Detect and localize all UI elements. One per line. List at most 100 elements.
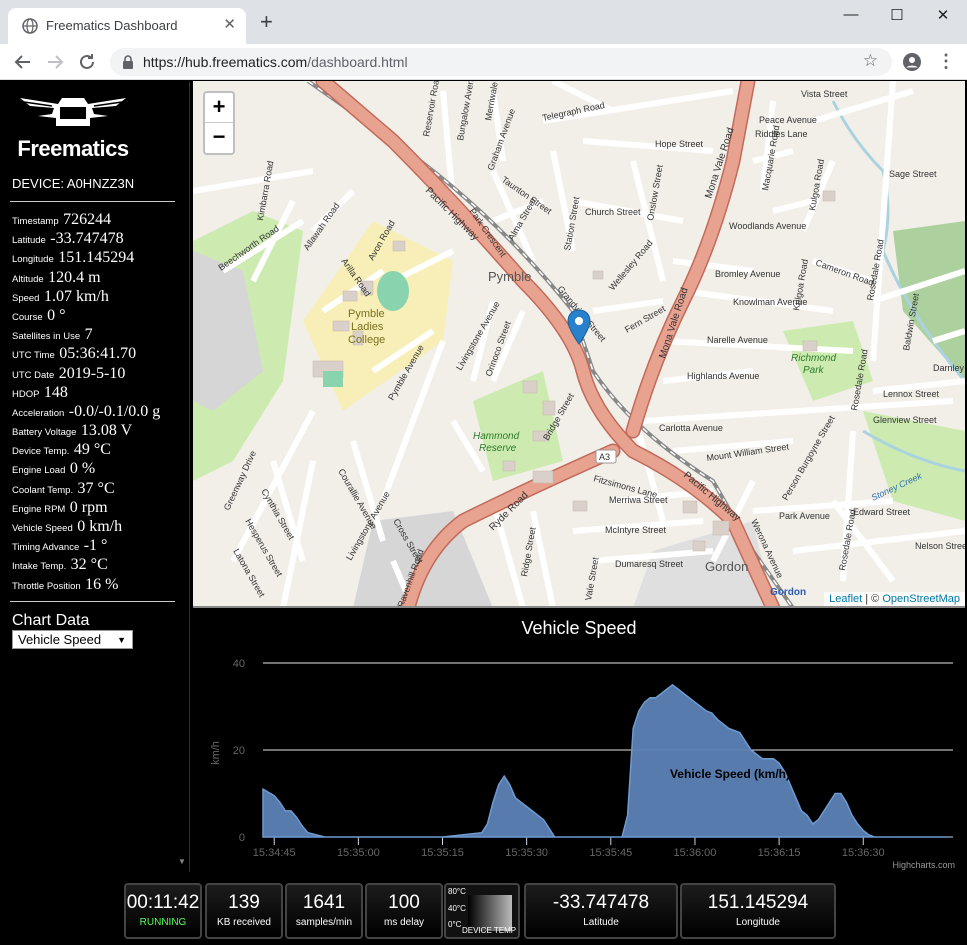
delay-display: 100 ms delay bbox=[365, 883, 443, 939]
metric-row: Acceleration -0.0/-0.1/0.0 g bbox=[12, 402, 161, 420]
reload-icon[interactable] bbox=[75, 50, 99, 74]
kebab-menu-icon[interactable]: ⋮ bbox=[937, 51, 955, 71]
map-label-lennox-street: Lennox Street bbox=[883, 389, 940, 399]
latitude-label: Latitude bbox=[583, 917, 619, 928]
chart-plot: 0 20 40 15:34:45 15:35:00 15:35:15 15:35:30 15… bbox=[210, 658, 953, 859]
x-tick-label: 15:36:30 bbox=[842, 847, 885, 859]
map-label-merriwa-street: Merriwa Street bbox=[609, 495, 668, 505]
map-attribution: Leaflet | © OpenStreetMap bbox=[824, 592, 965, 606]
forward-arrow-icon[interactable] bbox=[43, 50, 67, 74]
rate-value: 1641 bbox=[302, 892, 346, 913]
x-tick-label: 15:36:15 bbox=[758, 847, 801, 859]
series-data-label: Vehicle Speed (km/h) bbox=[670, 767, 790, 781]
park-area bbox=[473, 371, 563, 481]
browser-titlebar: Freematics Dashboard ✕ + — ☐ ✕ bbox=[0, 0, 967, 44]
map-tiles: Pymble Gordon Gordon Pymble Ladies College… bbox=[193, 81, 965, 606]
scroll-down-arrow-icon[interactable]: ▼ bbox=[178, 857, 186, 866]
map-label-sage-street: Sage Street bbox=[889, 169, 937, 179]
x-tick-label: 15:36:00 bbox=[674, 847, 717, 859]
device-temp-gauge: 80°C 40°C 0°C DEVICE TEMP bbox=[444, 883, 520, 939]
location-marker-icon[interactable] bbox=[567, 309, 591, 345]
status-bar: 00:11:42 RUNNING 139 KB received 1641 sa… bbox=[0, 874, 967, 945]
longitude-label: Longitude bbox=[736, 917, 780, 928]
browser-toolbar: https://hub.freematics.com/dashboard.htm… bbox=[0, 44, 967, 80]
metric-row: Coolant Temp. 37 °C bbox=[12, 479, 115, 497]
map-label-bromley-avenue: Bromley Avenue bbox=[715, 269, 780, 279]
zoom-in-button[interactable]: + bbox=[205, 93, 233, 123]
osm-link[interactable]: OpenStreetMap bbox=[882, 593, 960, 605]
map-label-gordon: Gordon bbox=[705, 559, 748, 574]
temp-caption: DEVICE TEMP bbox=[462, 926, 517, 935]
rate-display: 1641 samples/min bbox=[285, 883, 363, 939]
map[interactable]: Pymble Gordon Gordon Pymble Ladies College… bbox=[193, 81, 965, 608]
elapsed-value: 00:11:42 bbox=[126, 892, 200, 913]
profile-avatar-icon[interactable] bbox=[902, 52, 922, 72]
map-label-highlands-avenue: Highlands Avenue bbox=[687, 371, 759, 381]
metric-row: Latitude -33.747478 bbox=[12, 230, 124, 248]
map-label-hope-street: Hope Street bbox=[655, 139, 704, 149]
chart-title: Vehicle Speed bbox=[521, 618, 637, 638]
new-tab-button[interactable]: + bbox=[260, 9, 273, 34]
longitude-value: 151.145294 bbox=[707, 892, 809, 913]
metric-row: Vehicle Speed 0 km/h bbox=[12, 518, 123, 535]
chart-data-select[interactable]: Vehicle Speed ▼ bbox=[12, 630, 133, 649]
map-label-college: Pymble Ladies College bbox=[348, 308, 385, 346]
metric-row: UTC Time 05:36:41.70 bbox=[12, 345, 137, 363]
highcharts-credit[interactable]: Highcharts.com bbox=[892, 860, 955, 870]
temp-80-label: 80°C bbox=[448, 887, 466, 896]
bookmark-star-icon[interactable]: ☆ bbox=[862, 51, 878, 70]
speed-area-series[interactable] bbox=[262, 683, 948, 838]
map-label-church-street: Church Street bbox=[585, 207, 641, 217]
lock-icon bbox=[123, 55, 133, 69]
metric-row: Engine RPM 0 rpm bbox=[12, 498, 108, 516]
temp-gradient-bar bbox=[468, 895, 512, 931]
logo-text: Freematics bbox=[17, 136, 129, 161]
map-label-riddles-lane: Riddles Lane bbox=[755, 129, 808, 139]
tab-title: Freematics Dashboard bbox=[46, 18, 178, 33]
latitude-display: -33.747478 Latitude bbox=[524, 883, 678, 939]
kb-label: KB received bbox=[217, 917, 271, 928]
maximize-button[interactable]: ☐ bbox=[890, 7, 904, 24]
map-label-a3: A3 bbox=[599, 452, 610, 462]
delay-label: ms delay bbox=[383, 917, 424, 928]
speed-chart: Vehicle Speed 0 20 40 15:34:45 15:35:00 15:3… bbox=[193, 610, 965, 872]
browser-tab[interactable]: Freematics Dashboard ✕ bbox=[8, 8, 246, 44]
close-window-button[interactable]: ✕ bbox=[936, 7, 950, 24]
x-tick-label: 15:35:00 bbox=[337, 847, 380, 859]
dropdown-arrow-icon: ▼ bbox=[117, 635, 126, 645]
kb-value: 139 bbox=[228, 892, 260, 913]
delay-value: 100 bbox=[388, 892, 420, 913]
running-status: RUNNING bbox=[139, 917, 187, 928]
metric-row: UTC Date 2019-5-10 bbox=[12, 364, 126, 382]
device-id: DEVICE: A0HNZZ3N bbox=[12, 176, 135, 191]
metric-row: Battery Voltage 13.08 V bbox=[12, 422, 133, 440]
freematics-logo: Freematics bbox=[12, 92, 134, 166]
y-tick-label: 20 bbox=[233, 745, 245, 757]
metric-row: Timing Advance -1 ° bbox=[12, 537, 108, 555]
minimize-button[interactable]: — bbox=[843, 6, 859, 23]
map-label-peace-avenue: Peace Avenue bbox=[759, 115, 817, 125]
latitude-value: -33.747478 bbox=[552, 892, 650, 913]
winged-car-icon bbox=[20, 98, 126, 126]
map-label-mcintyre-street: McIntyre Street bbox=[605, 525, 667, 535]
rate-label: samples/min bbox=[295, 917, 353, 928]
metric-row: Altitude 120.4 m bbox=[12, 268, 101, 286]
divider bbox=[10, 201, 175, 202]
map-label-edward-street: Edward Street bbox=[853, 507, 911, 517]
metric-row: Satellites in Use 7 bbox=[12, 326, 93, 344]
url-text: https://hub.freematics.com/dashboard.htm… bbox=[143, 54, 408, 70]
bushland-area bbox=[893, 221, 965, 381]
y-tick-label: 0 bbox=[239, 832, 245, 844]
back-arrow-icon[interactable] bbox=[11, 50, 35, 74]
metric-row: HDOP 148 bbox=[12, 383, 68, 401]
address-bar[interactable]: https://hub.freematics.com/dashboard.htm… bbox=[110, 48, 892, 76]
zoom-out-button[interactable]: − bbox=[212, 124, 226, 149]
map-label-vista-street: Vista Street bbox=[801, 89, 848, 99]
zoom-control: + − bbox=[203, 91, 235, 155]
builtup-area bbox=[193, 251, 263, 411]
leaflet-link[interactable]: Leaflet bbox=[829, 593, 863, 605]
metric-row: Speed 1.07 km/h bbox=[12, 287, 109, 305]
tab-close-icon[interactable]: ✕ bbox=[223, 16, 236, 33]
map-label-hammond-reserve: Hammond Reserve bbox=[473, 431, 520, 454]
elapsed-display: 00:11:42 RUNNING bbox=[124, 883, 202, 939]
